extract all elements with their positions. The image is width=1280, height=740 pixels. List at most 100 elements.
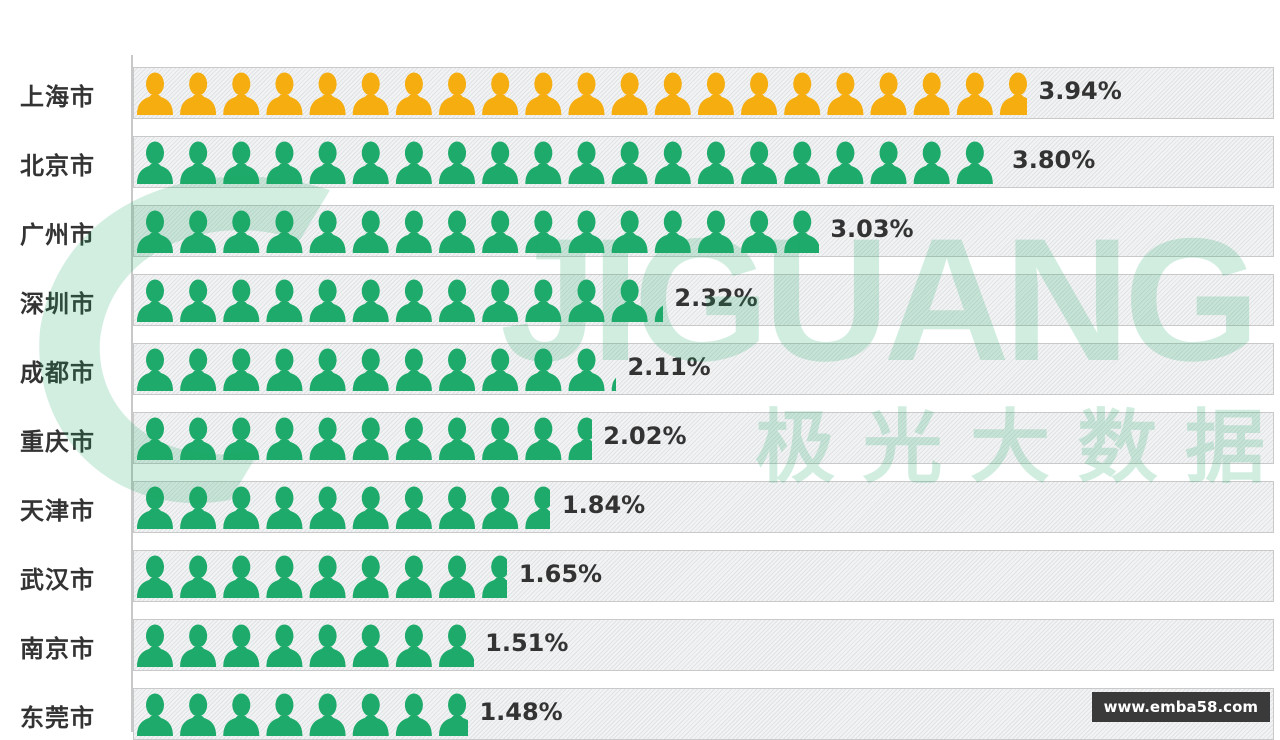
person-icon — [352, 417, 389, 460]
bar-row: 重庆市 2.02% — [0, 412, 1280, 464]
person-icon — [266, 486, 303, 529]
pictogram-bar — [137, 693, 468, 736]
person-icon — [870, 72, 907, 115]
person-icon — [654, 141, 691, 184]
person-icon — [525, 72, 562, 115]
person-icon — [697, 141, 734, 184]
person-icon — [439, 210, 476, 253]
person-icon — [439, 417, 476, 460]
person-icon — [482, 486, 519, 529]
pictogram-bar — [137, 417, 592, 460]
pictogram-bar — [137, 141, 993, 184]
person-icon — [180, 348, 217, 391]
person-icon — [568, 279, 605, 322]
person-icon — [1000, 72, 1027, 115]
person-icon — [568, 348, 605, 391]
person-icon — [741, 210, 778, 253]
category-label: 东莞市 — [20, 704, 95, 732]
person-icon — [137, 279, 173, 322]
person-icon — [913, 72, 950, 115]
person-icon — [956, 141, 993, 184]
person-icon — [137, 141, 173, 184]
bar-row: 北京市 3.80% — [0, 136, 1280, 188]
category-label: 武汉市 — [20, 566, 95, 594]
person-icon — [352, 279, 389, 322]
person-icon — [309, 72, 346, 115]
pictogram-bar — [137, 486, 550, 529]
person-icon — [395, 72, 432, 115]
value-label: 2.32% — [674, 284, 758, 312]
person-icon — [266, 624, 303, 667]
person-icon — [439, 72, 476, 115]
person-icon — [266, 210, 303, 253]
person-icon — [568, 417, 592, 460]
person-icon — [827, 72, 864, 115]
category-label: 天津市 — [20, 497, 95, 525]
person-icon — [395, 693, 432, 736]
person-icon — [223, 486, 260, 529]
person-icon — [395, 279, 432, 322]
person-icon — [482, 555, 507, 598]
bar-row: 广州市 3.03% — [0, 205, 1280, 257]
person-icon — [395, 348, 432, 391]
category-label: 广州市 — [20, 221, 95, 249]
person-icon — [223, 348, 260, 391]
person-icon — [266, 279, 303, 322]
person-icon — [309, 624, 346, 667]
value-label: 1.65% — [518, 560, 603, 588]
person-icon — [223, 72, 260, 115]
person-icon — [784, 141, 821, 184]
person-icon — [180, 486, 217, 529]
person-icon — [784, 72, 821, 115]
person-icon — [180, 417, 217, 460]
person-icon — [654, 72, 691, 115]
person-icon — [223, 624, 260, 667]
person-icon — [697, 210, 734, 253]
person-icon — [439, 348, 476, 391]
person-icon — [395, 624, 432, 667]
value-label: 1.51% — [485, 629, 569, 657]
person-icon — [180, 693, 217, 736]
person-icon — [568, 141, 605, 184]
footer-site: www.emba58.com — [1091, 692, 1270, 722]
value-label: 1.48% — [479, 698, 563, 726]
person-icon — [266, 417, 303, 460]
person-icon — [439, 486, 476, 529]
person-icon — [439, 624, 474, 667]
person-icon — [137, 72, 173, 115]
bar-row: 东莞市 1.48% — [0, 688, 1280, 740]
person-icon — [352, 693, 389, 736]
person-icon — [309, 279, 346, 322]
person-icon — [309, 693, 346, 736]
person-icon — [352, 348, 389, 391]
person-icon — [395, 417, 432, 460]
person-icon — [223, 417, 260, 460]
category-label: 重庆市 — [20, 428, 95, 456]
person-icon — [137, 693, 173, 736]
person-icon — [180, 210, 217, 253]
bar-row: 武汉市 1.65% — [0, 550, 1280, 602]
value-label: 2.11% — [627, 353, 711, 381]
person-icon — [611, 72, 648, 115]
person-icon — [525, 348, 562, 391]
value-label: 1.84% — [561, 491, 646, 519]
person-icon — [439, 693, 468, 736]
person-icon — [482, 279, 519, 322]
person-icon — [137, 417, 173, 460]
person-icon — [223, 279, 260, 322]
y-axis-line — [131, 55, 133, 732]
bar-row: 上海市 3.94% — [0, 67, 1280, 119]
person-icon — [352, 72, 389, 115]
person-icon — [266, 693, 303, 736]
person-icon — [137, 486, 173, 529]
person-icon — [611, 210, 648, 253]
person-icon — [525, 141, 562, 184]
person-icon — [439, 279, 476, 322]
person-icon — [309, 555, 346, 598]
person-icon — [482, 348, 519, 391]
person-icon — [525, 279, 562, 322]
person-icon — [309, 141, 346, 184]
person-icon — [482, 141, 519, 184]
person-icon — [180, 555, 217, 598]
person-icon — [223, 210, 260, 253]
